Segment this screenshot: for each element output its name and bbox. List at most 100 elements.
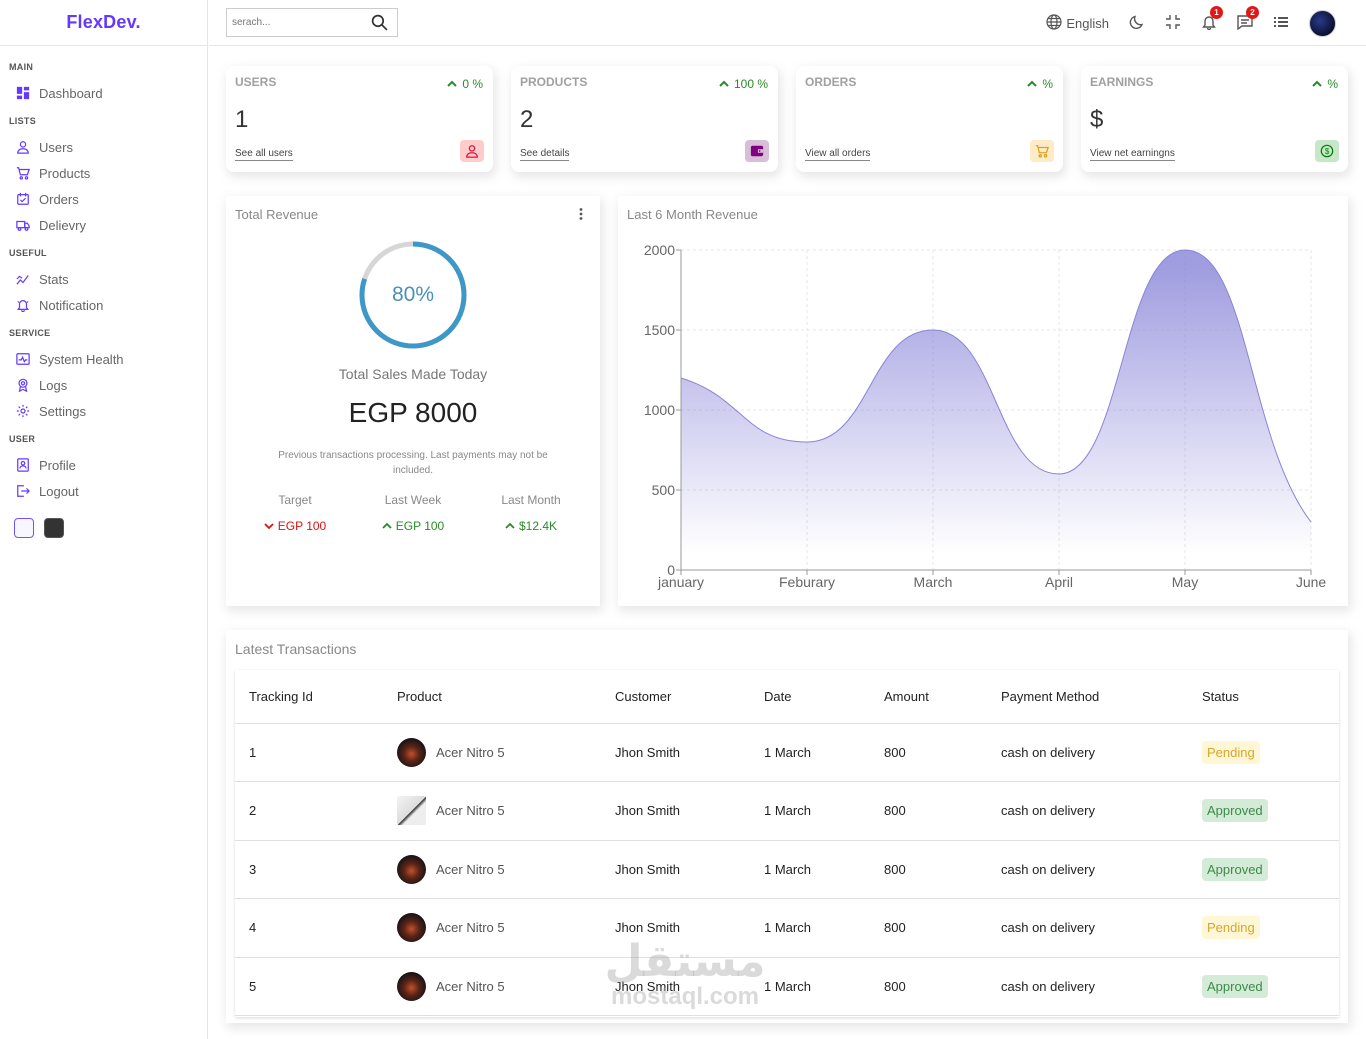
messages-counter: 2	[1246, 5, 1259, 19]
list-menu-button[interactable]	[1273, 14, 1289, 33]
amount-cell: 800	[870, 898, 987, 958]
summary-result: EGP 100	[240, 519, 350, 533]
dollar-icon: $	[1315, 140, 1339, 162]
customer-cell: Jhon Smith	[601, 781, 750, 841]
sidebar-item-users[interactable]: Users	[9, 134, 207, 160]
list-icon	[1273, 14, 1289, 33]
chevron-up-icon	[1027, 80, 1038, 87]
product-cell: Acer Nitro 5	[383, 840, 601, 899]
search-input[interactable]	[227, 9, 365, 36]
status-cell: Approved	[1188, 840, 1339, 899]
gear-icon	[15, 403, 31, 419]
user-avatar-button[interactable]	[1309, 9, 1336, 37]
summary-result: EGP 100	[358, 519, 468, 533]
table-row[interactable]: 5 Acer Nitro 5 Jhon Smith 1 March 800 cash on…	[235, 957, 1339, 1016]
search-icon[interactable]	[369, 13, 389, 33]
sidebar-item-stats[interactable]: Stats	[9, 266, 207, 292]
dark-theme-button[interactable]	[44, 518, 64, 538]
product-cell: Acer Nitro 5	[383, 957, 601, 1016]
y-tick-label: 1500	[644, 322, 675, 338]
sidebar-item-orders[interactable]: Orders	[9, 186, 207, 212]
date-cell: 1 March	[750, 840, 870, 899]
sidebar-item-products[interactable]: Products	[9, 160, 207, 186]
widget-counter: 1	[235, 106, 249, 133]
dark-mode-toggle[interactable]	[1129, 14, 1145, 33]
section-title-service: SERVICE	[9, 328, 51, 338]
search-box	[226, 8, 398, 37]
product-image	[397, 971, 426, 1001]
product-cell: Acer Nitro 5	[383, 781, 601, 841]
featured-header: Total Revenue	[235, 207, 588, 222]
summary-title: Target	[278, 493, 312, 507]
amount-cell: 800	[870, 723, 987, 782]
revenue-chart-card: Last 6 Month Revenue 0 500 1000 1500 2000 jan…	[618, 196, 1348, 606]
customer-cell: Jhon Smith	[601, 957, 750, 1016]
y-tick-label: 500	[652, 482, 676, 498]
widget-percentage: %	[1311, 77, 1338, 91]
sidebar-item-system-health[interactable]: System Health	[9, 346, 207, 372]
sidebar-item-settings[interactable]: Settings	[9, 398, 207, 424]
customer-cell: Jhon Smith	[601, 840, 750, 899]
amount-cell: 800	[870, 840, 987, 899]
status-badge: Pending	[1202, 740, 1260, 764]
column-header: Date	[750, 670, 870, 724]
date-cell: 1 March	[750, 957, 870, 1016]
widget-link[interactable]: See details	[520, 148, 570, 161]
sidebar-item-dashboard[interactable]: Dashboard	[9, 80, 207, 106]
notifications-button[interactable]: 1	[1201, 5, 1223, 33]
sidebar-item-label: Orders	[39, 191, 79, 207]
progress-ring: 80%	[358, 240, 468, 350]
globe-icon	[1046, 13, 1062, 33]
status-badge: Approved	[1202, 974, 1268, 998]
language-selector[interactable]: English	[1046, 13, 1109, 33]
more-vert-icon[interactable]	[574, 207, 588, 221]
amount-cell: 800	[870, 781, 987, 841]
status-cell: Approved	[1188, 781, 1339, 841]
messages-button[interactable]: 2	[1237, 5, 1259, 33]
table-row[interactable]: 3 Acer Nitro 5 Jhon Smith 1 March 800 cash on…	[235, 840, 1339, 899]
sidebar-item-delivery[interactable]: Delievry	[9, 212, 207, 238]
widget-link[interactable]: See all users	[235, 148, 293, 161]
profile-icon	[15, 457, 31, 473]
table-row[interactable]: 2 Acer Nitro 5 Jhon Smith 1 March 800 cash on…	[235, 781, 1339, 841]
logo[interactable]: FlexDev.	[66, 12, 141, 32]
summary-last-month: Last Month $12.4K	[476, 493, 586, 533]
summary-last-week: Last Week EGP 100	[358, 493, 468, 533]
section-title-user: USER	[9, 434, 36, 444]
logs-icon	[15, 377, 31, 393]
summary-title: Last Month	[501, 493, 561, 507]
widget-link[interactable]: View all orders	[805, 148, 871, 161]
cart-icon	[15, 165, 31, 181]
summary-target: Target EGP 100	[240, 493, 350, 533]
navbar: English 1 2	[209, 0, 1366, 46]
theme-options	[9, 518, 207, 538]
sidebar-item-logout[interactable]: Logout	[9, 478, 207, 504]
table-row[interactable]: 1 Acer Nitro 5 Jhon Smith 1 March 800 cash on…	[235, 723, 1339, 782]
series-line	[680, 249, 1312, 523]
x-tick-label: June	[1296, 574, 1327, 590]
widget-products: PRODUCTS 100 % 2 See details	[511, 66, 778, 172]
fullscreen-toggle[interactable]	[1165, 14, 1181, 33]
customer-cell: Jhon Smith	[601, 898, 750, 958]
sidebar-item-logs[interactable]: Logs	[9, 372, 207, 398]
sidebar-item-notification[interactable]: Notification	[9, 292, 207, 318]
product-cell: Acer Nitro 5	[383, 723, 601, 782]
stats-icon	[15, 271, 31, 287]
widget-title: USERS	[235, 75, 277, 89]
payment-method-cell: cash on delivery	[987, 957, 1188, 1016]
sales-label: Total Sales Made Today	[338, 366, 488, 382]
featured-title: Total Revenue	[235, 207, 319, 222]
sidebar: FlexDev. MAIN Dashboard LISTS Users Prod…	[0, 0, 208, 1039]
table-row[interactable]: 4 Acer Nitro 5 Jhon Smith 1 March 800 cash on…	[235, 898, 1339, 958]
light-theme-button[interactable]	[14, 518, 34, 538]
widget-orders: ORDERS % View all orders	[796, 66, 1063, 172]
widget-counter: $	[1090, 106, 1104, 133]
featured-description: Previous transactions processing. Last p…	[278, 450, 548, 476]
nav-items: English 1 2	[1026, 0, 1336, 46]
tracking-id-cell: 5	[235, 957, 383, 1016]
widget-earnings: EARNINGS % $ View net earningns $	[1081, 66, 1348, 172]
sidebar-item-profile[interactable]: Profile	[9, 452, 207, 478]
chart-title: Last 6 Month Revenue	[627, 207, 758, 222]
widget-link[interactable]: View net earningns	[1090, 148, 1175, 161]
side-menu: MAIN Dashboard LISTS Users Products Orde…	[0, 46, 207, 538]
